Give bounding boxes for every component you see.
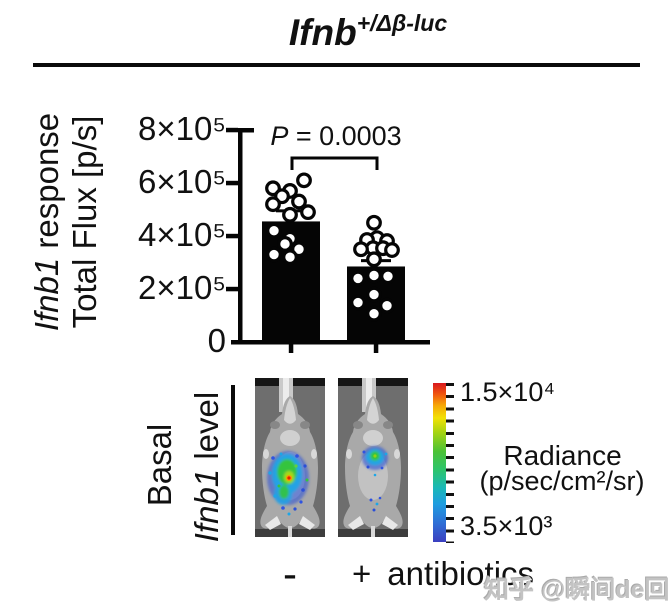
y-tick-label: 8×10⁵ — [137, 110, 226, 147]
y-tick-label: 0 — [207, 322, 226, 359]
image-row-bracket — [231, 385, 235, 535]
mouse-image-antibiotics — [338, 378, 408, 537]
watermark: 知乎 @瞬间de回眸 — [484, 576, 668, 604]
group-label-minus: - — [283, 550, 297, 597]
radiance-colorbar — [433, 383, 446, 542]
bar-chart-plot — [226, 127, 430, 353]
signal-speckles — [362, 450, 388, 512]
colorbar-tick-marks — [446, 383, 454, 543]
p-value-annotation: P = 0.0003 — [270, 121, 402, 151]
mouse-image-untreated — [255, 378, 325, 537]
figure-title: Ifnb+/Δβ-luc — [118, 10, 618, 54]
group-label-plus-antibiotics: + antibiotics — [352, 556, 534, 592]
gene-name: Ifnb — [288, 12, 357, 53]
plus-sign: + — [352, 555, 372, 592]
colorbar-max-value: 1.5×10⁴ — [460, 377, 555, 407]
y-tick-label: 2×10⁵ — [137, 269, 226, 306]
y-tick-label: 4×10⁵ — [137, 216, 226, 253]
colorbar-units: (p/sec/cm²/sr) — [479, 466, 645, 496]
image-row-label-line2: Ifnb1 level — [188, 391, 225, 543]
treatment-label: antibiotics — [387, 555, 535, 592]
signal-speckles — [268, 452, 309, 516]
y-axis-label-line1: Ifnb1 response — [28, 112, 65, 332]
title-underline — [33, 63, 640, 67]
colorbar-title: Radiance — [503, 440, 622, 471]
genotype-superscript: +/Δβ-luc — [356, 10, 448, 36]
colorbar-min-value: 3.5×10³ — [460, 511, 553, 541]
image-row-label-line1: Basal — [141, 423, 178, 507]
y-tick-label: 6×10⁵ — [137, 163, 226, 200]
